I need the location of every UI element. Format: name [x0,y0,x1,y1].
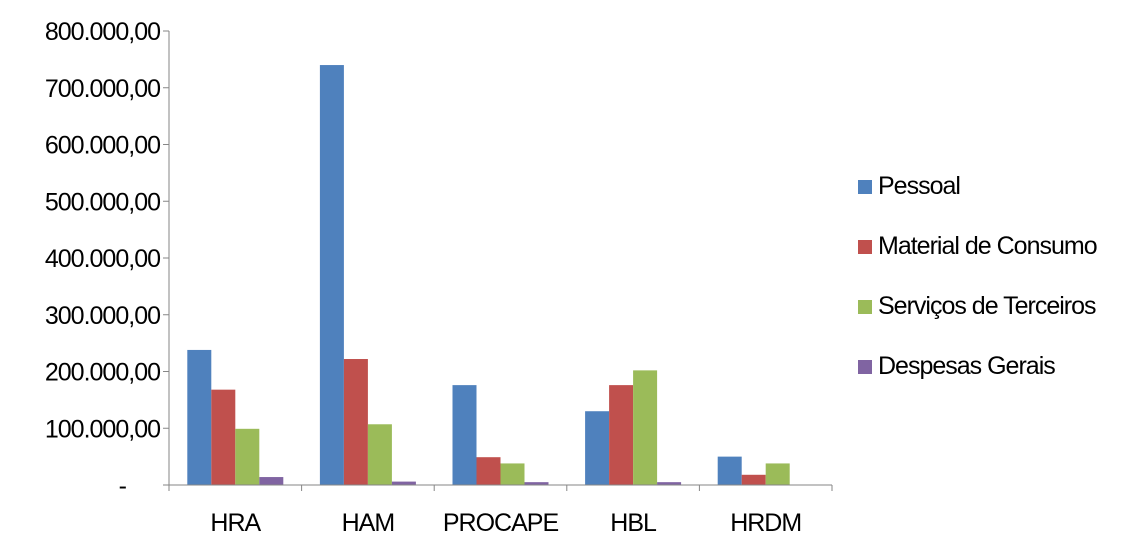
y-tick-label: 200.000,00 [45,359,160,387]
y-tick-label: 800.000,00 [45,18,160,46]
y-tick-label: 400.000,00 [45,245,160,273]
legend-label: Serviços de Terceiros [878,292,1096,320]
x-category-label: HAM [342,509,395,537]
legend-label: Despesas Gerais [878,352,1055,380]
legend-swatch [858,360,872,374]
x-category-label: PROCAPE [443,509,559,537]
legend-swatch [858,300,872,314]
legend: Pessoal Material de Consumo Serviços de Te… [858,172,1098,380]
bar-hra-3 [259,477,284,485]
bar-procape-1 [476,457,501,485]
x-category-label: HBL [610,509,657,537]
bars [187,65,790,486]
y-tick-label: 500.000,00 [45,188,160,216]
bar-ham-3 [391,481,416,485]
bar-ham-1 [343,359,368,485]
y-tick-label: - [119,472,127,500]
y-tick-label: 700.000,00 [45,75,160,103]
bar-ham-0 [319,65,344,486]
bar-hrdm-2 [765,463,790,485]
x-category-label: HRDM [730,509,801,537]
legend-swatch [858,180,872,194]
bar-hrdm-0 [717,456,742,485]
bar-hbl-3 [657,482,682,485]
y-tick-label: 300.000,00 [45,302,160,330]
bar-hra-2 [235,428,260,485]
bar-hbl-1 [609,385,634,485]
legend-label: Pessoal [878,172,960,200]
bar-hrdm-1 [741,474,766,485]
bar-procape-0 [452,385,477,485]
bar-hra-1 [211,389,236,485]
x-axis-ticks [168,485,833,491]
bar-hbl-0 [585,411,610,485]
x-axis-category-labels: HRA HAM PROCAPE HBL HRDM [210,509,802,537]
legend-label: Material de Consumo [878,232,1097,260]
bar-procape-3 [524,482,549,485]
y-tick-label: 600.000,00 [45,132,160,160]
y-tick-label: 100.000,00 [45,415,160,443]
bar-hra-0 [187,349,212,485]
x-category-label: HRA [210,509,261,537]
y-axis-tick-labels: - 100.000,00 200.000,00 300.000,00 400.000,0… [45,18,169,500]
bar-ham-2 [367,424,392,485]
legend-swatch [858,240,872,254]
bar-hbl-2 [633,370,658,485]
bar-procape-2 [500,463,525,485]
